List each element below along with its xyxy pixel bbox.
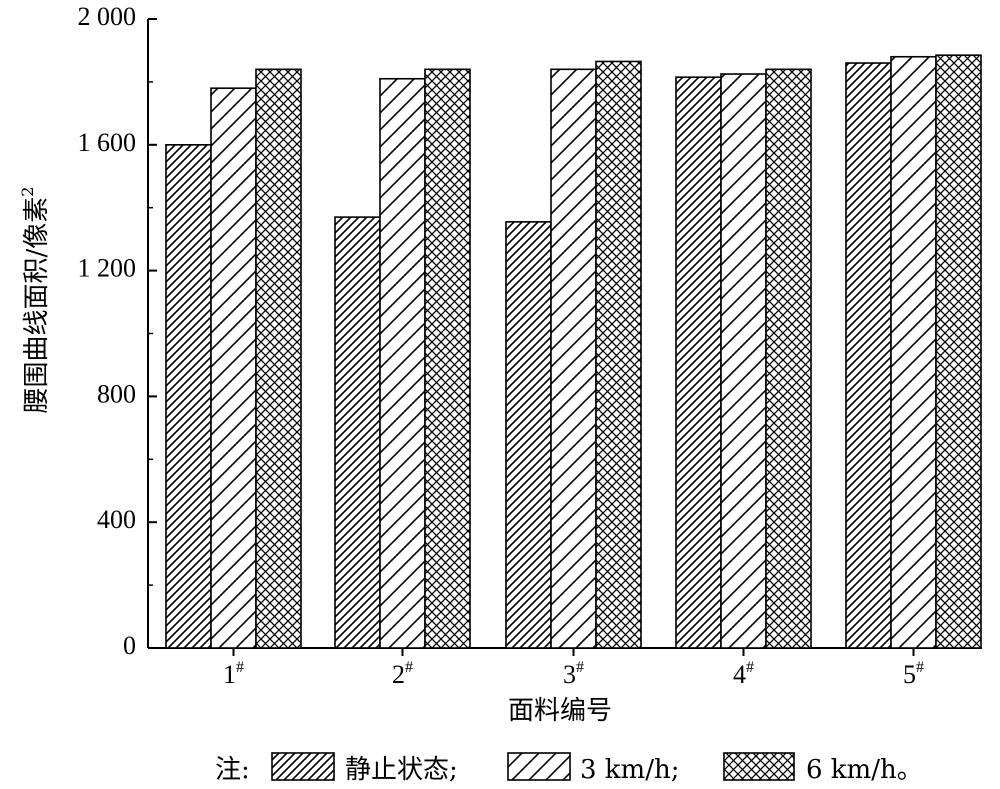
y-axis-title-text: 腰围曲线面积/像素 — [22, 197, 52, 414]
x-tick-label: 3# — [563, 659, 584, 689]
legend-label-6kmh: 6 km/h。 — [806, 755, 923, 785]
bar-3kmh-3 — [550, 68, 597, 649]
bar-static-2 — [334, 216, 381, 649]
bar-3kmh-1 — [210, 87, 257, 649]
bars — [165, 54, 982, 649]
legend-swatch-static — [271, 752, 335, 781]
y-axis-title: 腰围曲线面积/像素2 — [18, 187, 53, 414]
bar-static-4 — [675, 76, 722, 649]
bar-6kmh-3 — [595, 60, 642, 649]
y-tick-label: 2 000 — [78, 2, 137, 31]
bar-6kmh-5 — [935, 54, 982, 649]
x-tick-label: 4# — [733, 659, 754, 689]
x-tick-label: 1# — [223, 659, 244, 689]
x-tick-label: 2# — [392, 659, 413, 689]
legend-prefix: 注: — [215, 755, 250, 785]
bar-6kmh-4 — [765, 68, 812, 649]
x-tick-labels: 1# 2# 3# 4# 5# — [223, 648, 924, 689]
y-tick-label: 1 200 — [78, 254, 137, 283]
x-axis-title: 面料编号 — [508, 696, 612, 726]
bar-static-1 — [165, 144, 212, 649]
y-axis-title-sup: 2 — [18, 187, 37, 197]
bar-6kmh-1 — [255, 68, 302, 649]
y-tick-label: 0 — [123, 631, 136, 660]
bar-6kmh-2 — [424, 68, 471, 649]
bar-3kmh-2 — [379, 77, 426, 649]
y-tick-label: 800 — [97, 379, 136, 408]
y-ticks: 0 400 800 1 200 1 600 2 000 — [78, 2, 157, 660]
bar-static-3 — [505, 221, 552, 649]
y-tick-label: 400 — [97, 505, 136, 534]
legend-label-static: 静止状态; — [345, 755, 458, 785]
bar-3kmh-5 — [890, 55, 937, 649]
legend-swatch-3kmh — [507, 752, 571, 781]
legend-swatch-6kmh — [723, 752, 795, 781]
bar-static-5 — [845, 62, 892, 649]
legend: 注: 静止状态; 3 km/h; 6 km/h。 — [215, 752, 923, 785]
x-tick-label: 5# — [903, 659, 924, 689]
legend-label-3kmh: 3 km/h; — [580, 755, 679, 785]
y-tick-label: 1 600 — [78, 128, 137, 157]
bar-3kmh-4 — [720, 73, 767, 649]
